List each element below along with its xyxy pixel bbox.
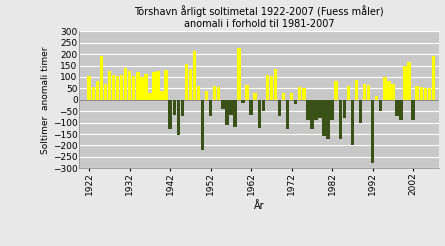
- Title: Tórshavn årligt soltimetal 1922-2007 (Fuess måler)
anomali i forhold til 1981-20: Tórshavn årligt soltimetal 1922-2007 (Fu…: [134, 6, 384, 29]
- Bar: [193, 51, 196, 100]
- Bar: [347, 86, 350, 100]
- Bar: [173, 100, 176, 115]
- Bar: [278, 100, 281, 116]
- Bar: [416, 86, 419, 100]
- Bar: [213, 86, 216, 100]
- Bar: [306, 100, 310, 120]
- Bar: [294, 100, 297, 104]
- Bar: [217, 87, 220, 100]
- Bar: [420, 87, 423, 100]
- Bar: [286, 100, 289, 129]
- Bar: [124, 68, 127, 100]
- Bar: [92, 87, 95, 100]
- Bar: [189, 69, 192, 100]
- Bar: [355, 80, 358, 100]
- Bar: [318, 100, 322, 118]
- Bar: [343, 100, 346, 118]
- Bar: [290, 93, 293, 100]
- Bar: [403, 65, 407, 100]
- Bar: [254, 93, 257, 100]
- Bar: [233, 100, 237, 127]
- Bar: [395, 100, 399, 116]
- Bar: [229, 100, 233, 115]
- Bar: [104, 84, 107, 100]
- Bar: [128, 71, 131, 100]
- Bar: [177, 100, 180, 135]
- Bar: [108, 71, 111, 100]
- Bar: [379, 100, 382, 111]
- Bar: [258, 100, 261, 128]
- Bar: [339, 100, 342, 139]
- Bar: [383, 77, 387, 100]
- Bar: [88, 76, 91, 100]
- Bar: [298, 87, 301, 100]
- Bar: [205, 91, 208, 100]
- Bar: [169, 100, 172, 129]
- Bar: [424, 88, 427, 100]
- Bar: [412, 100, 415, 120]
- Bar: [407, 62, 411, 100]
- Bar: [185, 64, 188, 100]
- Bar: [225, 100, 229, 125]
- Bar: [148, 93, 152, 100]
- Bar: [310, 100, 314, 129]
- Bar: [250, 100, 253, 115]
- Bar: [140, 77, 144, 100]
- Bar: [335, 81, 338, 100]
- Bar: [375, 96, 378, 100]
- Bar: [387, 81, 391, 100]
- Bar: [241, 100, 245, 103]
- Bar: [96, 81, 99, 100]
- Bar: [371, 100, 374, 163]
- Bar: [270, 76, 273, 100]
- Bar: [120, 75, 123, 100]
- Bar: [181, 100, 184, 116]
- Bar: [351, 100, 354, 145]
- Bar: [136, 72, 139, 100]
- Bar: [164, 70, 168, 100]
- Bar: [274, 69, 277, 100]
- Bar: [282, 93, 285, 100]
- Bar: [100, 56, 103, 100]
- Bar: [221, 100, 225, 109]
- Bar: [152, 72, 156, 100]
- Bar: [432, 56, 435, 100]
- Bar: [132, 76, 135, 100]
- Y-axis label: Soltimer  anomali timer: Soltimer anomali timer: [41, 46, 50, 154]
- Bar: [144, 74, 148, 100]
- Bar: [367, 85, 370, 100]
- Bar: [314, 100, 318, 120]
- Bar: [266, 75, 269, 100]
- Bar: [156, 71, 160, 100]
- Bar: [326, 100, 330, 139]
- Bar: [399, 100, 403, 120]
- Bar: [237, 48, 241, 100]
- Bar: [116, 76, 119, 100]
- Bar: [160, 91, 164, 100]
- X-axis label: År: År: [254, 201, 265, 211]
- Bar: [209, 100, 212, 116]
- Bar: [428, 88, 431, 100]
- Bar: [201, 100, 204, 150]
- Bar: [112, 75, 115, 100]
- Bar: [245, 85, 249, 100]
- Bar: [359, 100, 362, 123]
- Bar: [391, 84, 395, 100]
- Bar: [262, 100, 265, 111]
- Bar: [322, 100, 326, 136]
- Bar: [197, 86, 200, 100]
- Bar: [331, 100, 334, 120]
- Bar: [302, 88, 306, 100]
- Bar: [363, 84, 366, 100]
